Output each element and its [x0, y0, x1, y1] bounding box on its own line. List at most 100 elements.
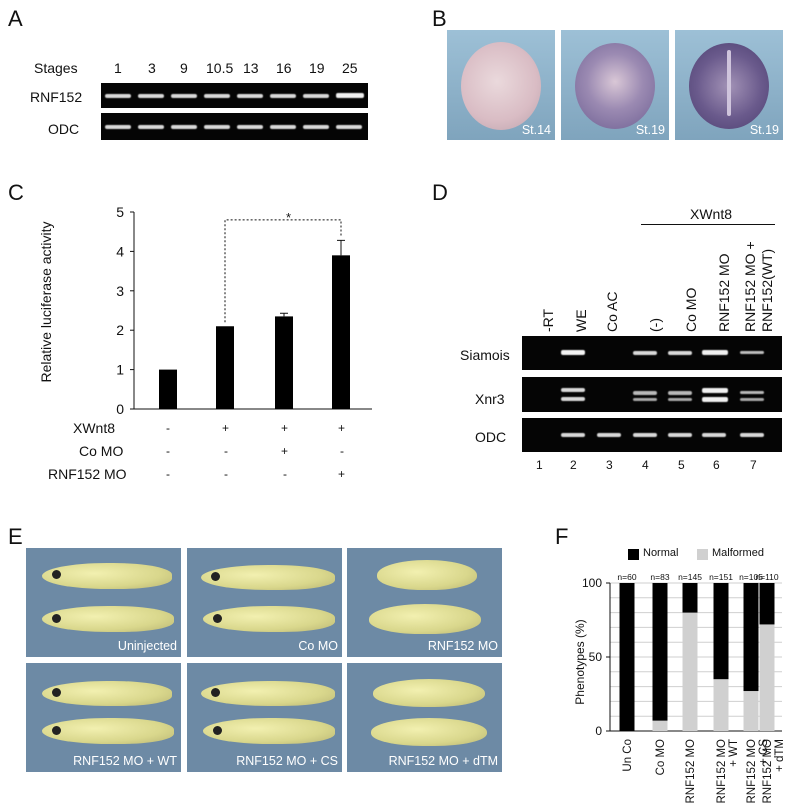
- n-label: n=151: [709, 572, 733, 582]
- bar: [216, 326, 234, 409]
- bar-malformed: [743, 691, 759, 731]
- x-tick-label: Un Co: [622, 739, 634, 772]
- bar-normal: [652, 583, 668, 721]
- bar-normal: [743, 583, 759, 692]
- tadpole-caption: RNF152 MO + WT: [73, 754, 177, 768]
- lane-number: 5: [678, 458, 685, 472]
- y-tick-label: 50: [589, 650, 603, 664]
- condition-mark: -: [283, 467, 287, 481]
- tadpole-photo: Uninjected: [26, 548, 181, 657]
- stage-caption: St.19: [749, 123, 779, 137]
- tadpole-caption: Co MO: [298, 639, 338, 653]
- gel-odc-d: [522, 418, 782, 452]
- condition-mark: +: [338, 421, 346, 435]
- stage-label: 13: [243, 60, 259, 76]
- gel-xnr3: [522, 377, 782, 412]
- stage-label: 3: [148, 60, 156, 76]
- gel-odc: [101, 113, 368, 140]
- embryo-photo: St.14: [447, 30, 555, 140]
- stages-label: Stages: [34, 60, 78, 76]
- tadpole-caption: RNF152 MO: [427, 639, 498, 653]
- condition-mark: -: [340, 444, 344, 458]
- condition-label: Co MO: [79, 443, 124, 459]
- x-tick-label: RNF152 MO+ CS: [746, 739, 770, 804]
- y-tick-label: 4: [116, 243, 124, 259]
- n-label: n=110: [755, 572, 779, 582]
- gel-row-label: ODC: [475, 429, 507, 445]
- panel-label-f: F: [555, 524, 569, 549]
- bar: [332, 255, 350, 409]
- condition-mark: -: [224, 444, 228, 458]
- tadpole-photo: RNF152 MO + WT: [26, 663, 181, 772]
- condition-label: RNF152 MO: [48, 466, 127, 482]
- bar-malformed: [713, 679, 729, 731]
- condition-label: XWnt8: [73, 420, 116, 436]
- condition-mark: +: [338, 467, 346, 481]
- y-tick-label: 0: [116, 401, 124, 417]
- embryo-photo: St.19: [675, 30, 783, 140]
- stage-label: 16: [276, 60, 292, 76]
- embryo-photo: St.19: [561, 30, 669, 140]
- y-tick-label: 100: [582, 576, 602, 590]
- bar-normal: [619, 583, 635, 731]
- condition-mark: -: [166, 444, 170, 458]
- lane-number: 4: [642, 458, 649, 472]
- legend-swatch-malformed: [697, 549, 708, 560]
- panel-label-b: B: [432, 6, 447, 31]
- condition-mark: -: [166, 421, 170, 435]
- y-tick-label: 5: [116, 204, 124, 220]
- legend-label: Normal: [643, 547, 679, 559]
- bar-normal: [713, 583, 729, 680]
- x-tick-label: RNF152 MO: [685, 739, 697, 804]
- condition-mark: -: [166, 467, 170, 481]
- y-tick-label: 0: [595, 724, 602, 738]
- lane-number: 2: [570, 458, 577, 472]
- bar: [159, 369, 177, 409]
- significance-bracket: [224, 219, 342, 323]
- stage-label: 9: [180, 60, 188, 76]
- y-tick-label: 2: [116, 322, 124, 338]
- y-tick-label: 1: [116, 362, 124, 378]
- y-tick-label: 3: [116, 283, 124, 299]
- xwnt8-header: XWnt8: [690, 206, 733, 222]
- tadpole-photo: Co MO: [187, 548, 342, 657]
- stage-caption: St.14: [521, 123, 551, 137]
- tadpole-caption: RNF152 MO + CS: [236, 754, 338, 768]
- bar: [275, 316, 293, 409]
- x-tick-label: RNF152 MO+ WT: [716, 739, 740, 804]
- lane-number: 6: [713, 458, 720, 472]
- significance-star: *: [286, 210, 292, 225]
- panel-label-a: A: [8, 6, 23, 31]
- lane-number: 1: [536, 458, 543, 472]
- chart-c: 0 1 2 3 4 5: [116, 204, 372, 417]
- lane-number: 7: [750, 458, 757, 472]
- gel-row-label: Xnr3: [475, 391, 505, 407]
- n-label: n=145: [678, 572, 702, 582]
- panel-label-c: C: [8, 180, 24, 205]
- condition-mark: +: [281, 444, 289, 458]
- bar-normal: [759, 583, 775, 625]
- x-tick-label: RNF152 MO+ dTM: [762, 739, 786, 804]
- tadpole-caption: RNF152 MO + dTM: [388, 754, 498, 768]
- gel-row-label: RNF152: [30, 89, 83, 105]
- stage-label: 10.5: [206, 60, 234, 76]
- xwnt8-bracket: [641, 224, 775, 225]
- condition-mark: +: [222, 421, 230, 435]
- panel-label-d: D: [432, 180, 448, 205]
- bar-malformed: [759, 624, 775, 731]
- tadpole-photo: RNF152 MO + CS: [187, 663, 342, 772]
- x-tick-label: Co MO: [655, 739, 667, 775]
- legend-swatch-normal: [628, 549, 639, 560]
- stage-caption: St.19: [635, 123, 665, 137]
- n-label: n=83: [650, 572, 669, 582]
- condition-mark: +: [281, 421, 289, 435]
- bar-malformed: [682, 612, 698, 731]
- n-label: n=60: [617, 572, 636, 582]
- legend-label: Malformed: [712, 547, 764, 559]
- bar-malformed: [652, 720, 668, 731]
- tadpole-caption: Uninjected: [117, 639, 177, 653]
- gel-row-label: ODC: [48, 121, 80, 137]
- stage-label: 25: [342, 60, 358, 76]
- tadpole-photo: RNF152 MO + dTM: [347, 663, 502, 772]
- panel-label-e: E: [8, 524, 23, 549]
